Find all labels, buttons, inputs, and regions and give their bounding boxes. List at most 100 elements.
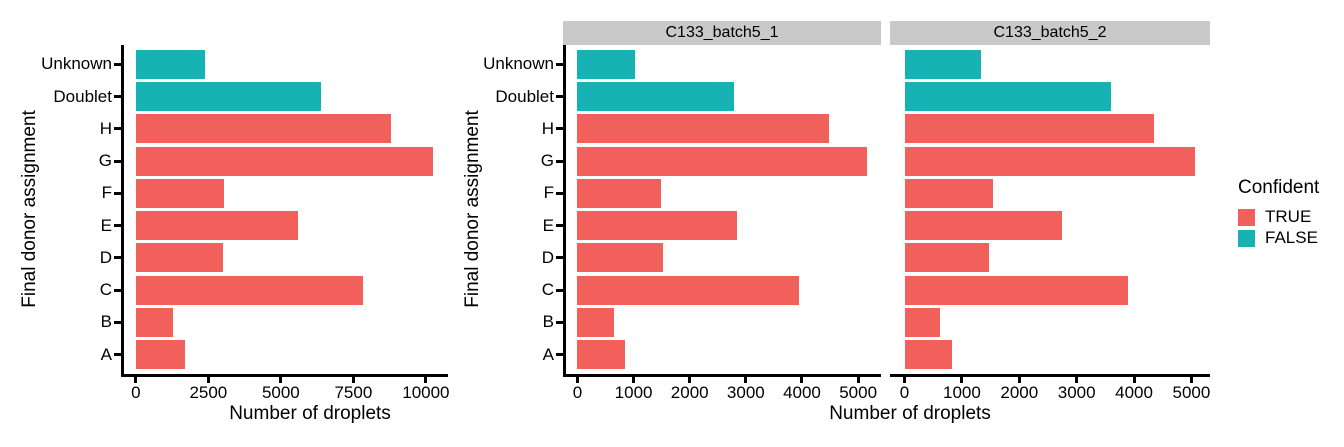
x-axis-line	[890, 374, 1210, 377]
x-tick	[1017, 377, 1021, 383]
y-tick	[114, 191, 121, 195]
facet-strip-batch5-1: C133_batch5_1	[563, 21, 881, 45]
x-tick	[960, 377, 964, 383]
legend-key-false-swatch	[1238, 229, 1255, 247]
y-tick	[556, 95, 563, 99]
x-tick	[903, 377, 907, 383]
facet-strip-batch5-2: C133_batch5_2	[890, 21, 1210, 45]
y-axis-label-h: H	[541, 118, 554, 138]
y-axis-label-e: E	[542, 215, 554, 235]
legend-entry-label: TRUE	[1265, 207, 1312, 226]
x-axis-title-faceted-chart: Number of droplets	[829, 403, 991, 424]
x-tick-label: 0	[899, 383, 910, 402]
bar-d	[577, 243, 663, 273]
bar-d	[904, 243, 989, 273]
x-tick-label: 0	[131, 383, 141, 402]
x-axis-title-left-chart: Number of droplets	[229, 403, 391, 424]
x-tick	[632, 377, 636, 383]
x-tick	[206, 377, 210, 383]
bar-h	[577, 114, 829, 144]
y-tick	[556, 159, 563, 163]
x-tick	[575, 377, 579, 383]
bar-f	[135, 178, 225, 208]
x-tick	[856, 377, 860, 383]
bar-g	[135, 146, 434, 176]
x-tick	[1075, 377, 1079, 383]
x-tick	[800, 377, 804, 383]
y-tick	[114, 353, 121, 357]
x-tick	[744, 377, 748, 383]
bar-h	[904, 114, 1154, 144]
bar-b	[904, 307, 940, 337]
x-tick-label: 5000	[261, 383, 300, 402]
x-tick	[1132, 377, 1136, 383]
facet-strip-label: C133_batch5_1	[665, 24, 779, 41]
bar-a	[135, 340, 185, 370]
legend-entry-false: FALSE	[1238, 229, 1319, 247]
y-axis-label-g: G	[98, 151, 112, 171]
bar-e	[904, 211, 1062, 241]
legend-entry-label: FALSE	[1265, 228, 1318, 247]
y-axis-label-doublet: Doublet	[53, 86, 112, 106]
x-tick-label: 5000	[839, 383, 878, 402]
y-axis-label-doublet: Doublet	[495, 86, 554, 106]
y-tick	[114, 288, 121, 292]
x-tick-label: 2500	[189, 383, 228, 402]
y-tick	[556, 191, 563, 195]
y-tick	[556, 256, 563, 260]
y-axis-label-h: H	[99, 118, 112, 138]
y-axis-label-b: B	[100, 312, 112, 332]
bar-g	[904, 146, 1196, 176]
y-tick	[114, 320, 121, 324]
x-tick-label: 3000	[726, 383, 765, 402]
y-axis-label-unknown: Unknown	[483, 54, 554, 74]
x-axis-line	[121, 374, 448, 377]
y-tick	[114, 62, 121, 66]
y-axis-title-left-chart: Final donor assignment	[19, 110, 40, 308]
bar-h	[135, 114, 391, 144]
bar-a	[904, 340, 952, 370]
bar-b	[135, 307, 173, 337]
x-tick-label: 4000	[783, 383, 821, 402]
y-axis-label-d: D	[541, 247, 554, 267]
x-tick-label: 0	[572, 383, 583, 402]
bar-doublet	[135, 82, 321, 112]
x-tick-label: 4000	[1115, 383, 1153, 402]
legend: Confident TRUE FALSE	[1238, 178, 1319, 250]
y-axis-line	[563, 45, 566, 377]
bar-unknown	[904, 49, 981, 79]
bar-unknown	[135, 49, 206, 79]
y-axis-label-g: G	[540, 151, 554, 171]
x-tick	[1189, 377, 1193, 383]
x-axis-line	[563, 374, 881, 377]
x-tick-label: 2000	[1000, 383, 1039, 402]
y-tick	[556, 62, 563, 66]
bar-f	[904, 178, 993, 208]
bar-e	[135, 211, 299, 241]
y-tick	[556, 288, 563, 292]
bar-unknown	[577, 49, 636, 79]
x-tick-label: 1000	[614, 383, 653, 402]
y-axis-label-e: E	[100, 215, 112, 235]
y-tick	[556, 320, 563, 324]
y-axis-title-faceted-chart: Final donor assignment	[462, 110, 483, 308]
y-axis-label-a: A	[100, 344, 112, 364]
x-tick	[688, 377, 692, 383]
bar-f	[577, 178, 662, 208]
bar-b	[577, 307, 614, 337]
x-tick-label: 7500	[334, 383, 373, 402]
y-tick	[556, 353, 563, 357]
x-tick	[279, 377, 283, 383]
y-tick	[556, 127, 563, 131]
facet-strip-label: C133_batch5_2	[993, 24, 1107, 41]
x-tick	[424, 377, 428, 383]
x-tick-label: 3000	[1057, 383, 1096, 402]
y-axis-label-c: C	[99, 280, 112, 300]
y-axis-label-f: F	[543, 183, 554, 203]
y-tick	[114, 256, 121, 260]
x-tick	[351, 377, 355, 383]
y-axis-label-a: A	[542, 344, 554, 364]
x-tick-label: 1000	[943, 383, 981, 402]
y-axis-label-b: B	[542, 312, 554, 332]
y-tick	[114, 159, 121, 163]
